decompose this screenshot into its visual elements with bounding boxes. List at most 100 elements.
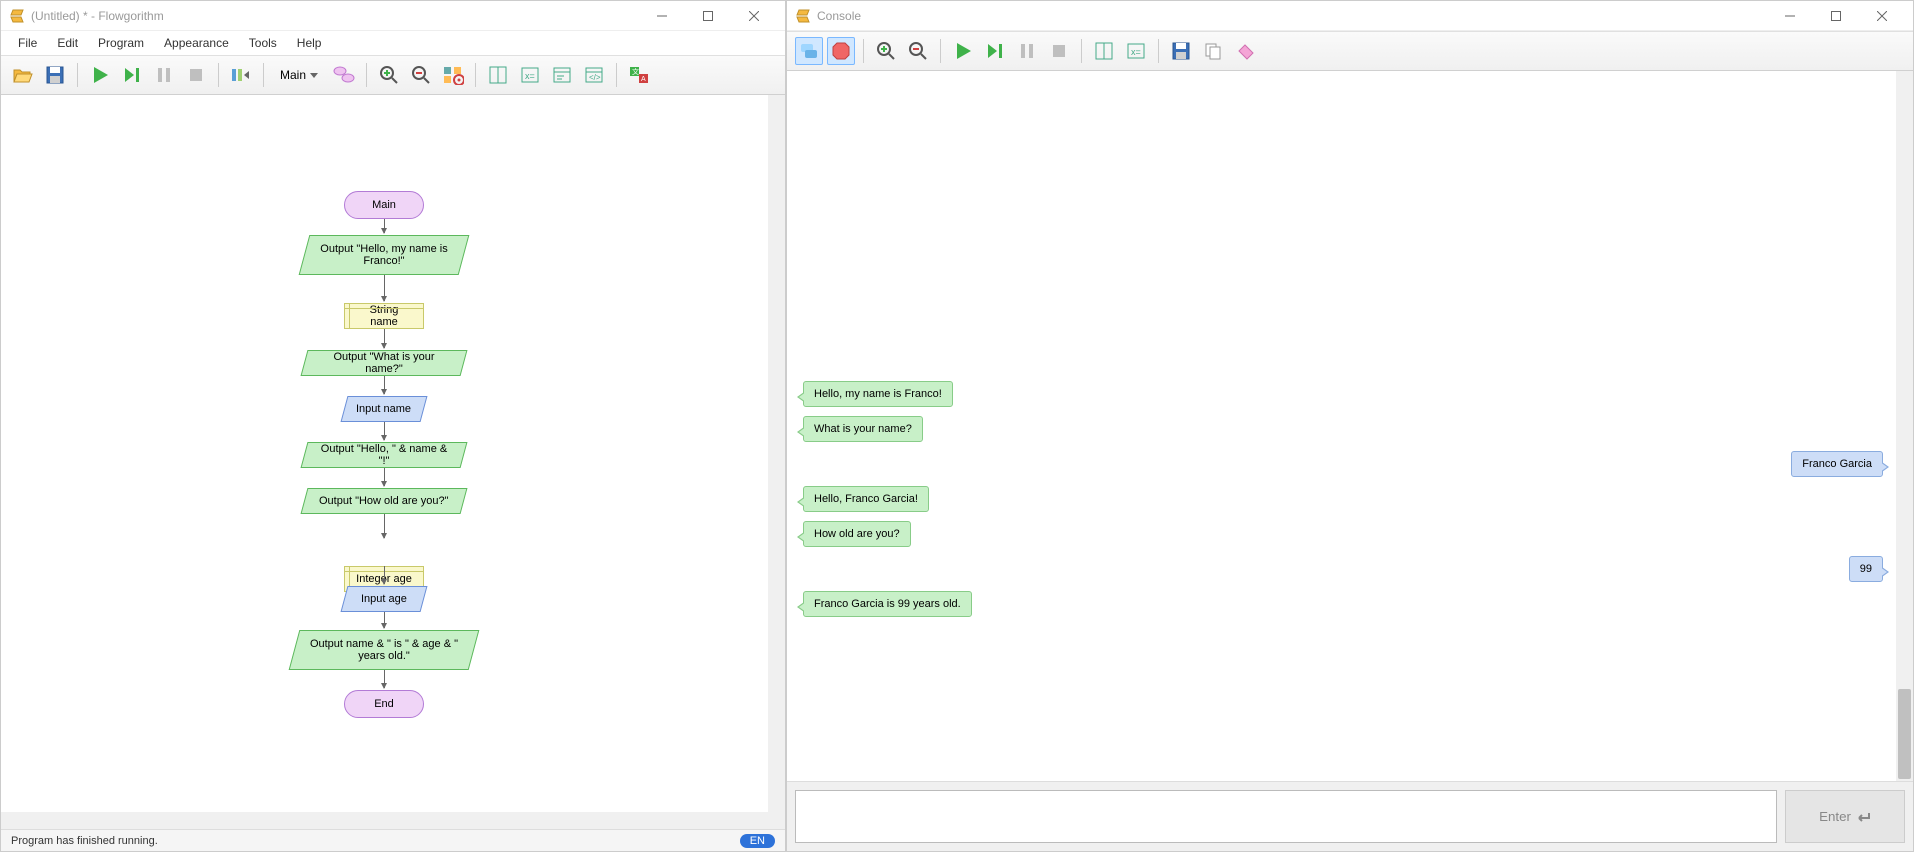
separator bbox=[475, 63, 476, 87]
zoom-out-button[interactable] bbox=[904, 37, 932, 65]
flowchart-arrow bbox=[384, 219, 385, 233]
editor-window: (Untitled) * - Flowgorithm File Edit Pro… bbox=[0, 0, 786, 852]
flowchart-node-declare[interactable]: String name bbox=[344, 303, 424, 329]
step-button[interactable] bbox=[981, 37, 1009, 65]
flowgorithm-icon bbox=[9, 8, 25, 24]
output-bubble: Hello, Franco Garcia! bbox=[803, 486, 929, 512]
console-body: Hello, my name is Franco! What is your na… bbox=[787, 71, 1913, 851]
menu-help[interactable]: Help bbox=[288, 33, 331, 53]
console-input-row: Enter bbox=[787, 781, 1913, 851]
flowchart-node-terminal[interactable]: Main bbox=[344, 191, 424, 219]
console-window: Console x= Hello, my name is Franco! What… bbox=[786, 0, 1914, 852]
menu-file[interactable]: File bbox=[9, 33, 46, 53]
copy-output-button[interactable] bbox=[1199, 37, 1227, 65]
enter-button[interactable]: Enter bbox=[1785, 790, 1905, 843]
stop-button[interactable] bbox=[182, 61, 210, 89]
language-badge[interactable]: EN bbox=[740, 834, 775, 848]
pause-button[interactable] bbox=[1013, 37, 1041, 65]
function-dropdown-label: Main bbox=[280, 68, 306, 82]
flowchart-arrow bbox=[384, 514, 385, 538]
console-titlebar[interactable]: Console bbox=[787, 1, 1913, 31]
flowchart-arrow bbox=[384, 376, 385, 394]
flowgorithm-icon bbox=[795, 8, 811, 24]
console-input[interactable] bbox=[795, 790, 1777, 843]
enter-button-label: Enter bbox=[1819, 809, 1851, 824]
scroll-corner bbox=[768, 812, 785, 829]
console-messages[interactable]: Hello, my name is Franco! What is your na… bbox=[787, 71, 1913, 781]
layout-tool-1-button[interactable] bbox=[484, 61, 512, 89]
output-bubble: Franco Garcia is 99 years old. bbox=[803, 591, 972, 617]
output-bubble: How old are you? bbox=[803, 521, 911, 547]
svg-text:x=: x= bbox=[1131, 47, 1141, 57]
speed-button[interactable] bbox=[227, 61, 255, 89]
separator bbox=[863, 39, 864, 63]
separator bbox=[940, 39, 941, 63]
zoom-in-button[interactable] bbox=[375, 61, 403, 89]
export-button[interactable]: 文A bbox=[625, 61, 653, 89]
horizontal-scrollbar[interactable] bbox=[1, 812, 768, 829]
close-button[interactable] bbox=[731, 1, 777, 31]
menu-tools[interactable]: Tools bbox=[240, 33, 286, 53]
output-bubble: Hello, my name is Franco! bbox=[803, 381, 953, 407]
separator bbox=[263, 63, 264, 87]
minimize-button[interactable] bbox=[1767, 1, 1813, 31]
menu-edit[interactable]: Edit bbox=[48, 33, 87, 53]
maximize-button[interactable] bbox=[1813, 1, 1859, 31]
editor-titlebar[interactable]: (Untitled) * - Flowgorithm bbox=[1, 1, 785, 31]
console-toolbar: x= bbox=[787, 31, 1913, 71]
separator bbox=[1081, 39, 1082, 63]
code-viewer-button[interactable]: </> bbox=[580, 61, 608, 89]
run-button[interactable] bbox=[86, 61, 114, 89]
variable-set-button[interactable]: x= bbox=[1122, 37, 1150, 65]
flowchart-node-output[interactable]: Output name & " is " & age & " years old… bbox=[289, 630, 480, 670]
separator bbox=[77, 63, 78, 87]
function-dropdown[interactable]: Main bbox=[272, 66, 326, 84]
svg-text:x=: x= bbox=[525, 71, 535, 81]
vertical-scrollbar[interactable] bbox=[1896, 71, 1913, 781]
flowchart-node-input[interactable]: Input name bbox=[341, 396, 428, 422]
zoom-out-button[interactable] bbox=[407, 61, 435, 89]
menu-program[interactable]: Program bbox=[89, 33, 153, 53]
open-button[interactable] bbox=[9, 61, 37, 89]
console-button[interactable] bbox=[548, 61, 576, 89]
flowchart-node-terminal[interactable]: End bbox=[344, 690, 424, 718]
new-function-button[interactable] bbox=[330, 61, 358, 89]
variable-watch-button[interactable]: x= bbox=[516, 61, 544, 89]
output-bubble: What is your name? bbox=[803, 416, 923, 442]
flowchart-node-input[interactable]: Input age bbox=[341, 586, 428, 612]
enter-icon bbox=[1855, 811, 1871, 823]
flowchart-node-output[interactable]: Output "What is your name?" bbox=[301, 350, 468, 376]
clear-output-button[interactable] bbox=[1231, 37, 1259, 65]
svg-text:文: 文 bbox=[632, 67, 639, 76]
flowchart-canvas[interactable]: Main Output "Hello, my name is Franco!" St… bbox=[1, 95, 785, 829]
flowchart-arrow bbox=[384, 422, 385, 440]
layout-settings-button[interactable] bbox=[439, 61, 467, 89]
close-button[interactable] bbox=[1859, 1, 1905, 31]
flowchart-arrow bbox=[384, 566, 385, 584]
stop-recording-button[interactable] bbox=[827, 37, 855, 65]
flowchart-node-output[interactable]: Output "Hello, my name is Franco!" bbox=[299, 235, 470, 275]
chevron-down-icon bbox=[310, 71, 318, 79]
pause-button[interactable] bbox=[150, 61, 178, 89]
flowchart-node-output[interactable]: Output "Hello, " & name & "!" bbox=[301, 442, 468, 468]
chat-mode-button[interactable] bbox=[795, 37, 823, 65]
editor-menubar: File Edit Program Appearance Tools Help bbox=[1, 31, 785, 55]
menu-appearance[interactable]: Appearance bbox=[155, 33, 238, 53]
flowchart-node-output[interactable]: Output "How old are you?" bbox=[301, 488, 468, 514]
stop-button[interactable] bbox=[1045, 37, 1073, 65]
separator bbox=[366, 63, 367, 87]
scroll-thumb[interactable] bbox=[1898, 689, 1911, 779]
zoom-in-button[interactable] bbox=[872, 37, 900, 65]
step-button[interactable] bbox=[118, 61, 146, 89]
svg-text:</>: </> bbox=[589, 73, 601, 82]
editor-statusbar: Program has finished running. EN bbox=[1, 829, 785, 851]
input-bubble: Franco Garcia bbox=[1791, 451, 1883, 477]
separator bbox=[1158, 39, 1159, 63]
maximize-button[interactable] bbox=[685, 1, 731, 31]
run-button[interactable] bbox=[949, 37, 977, 65]
vertical-scrollbar[interactable] bbox=[768, 95, 785, 812]
minimize-button[interactable] bbox=[639, 1, 685, 31]
save-output-button[interactable] bbox=[1167, 37, 1195, 65]
save-button[interactable] bbox=[41, 61, 69, 89]
variable-watch-button[interactable] bbox=[1090, 37, 1118, 65]
